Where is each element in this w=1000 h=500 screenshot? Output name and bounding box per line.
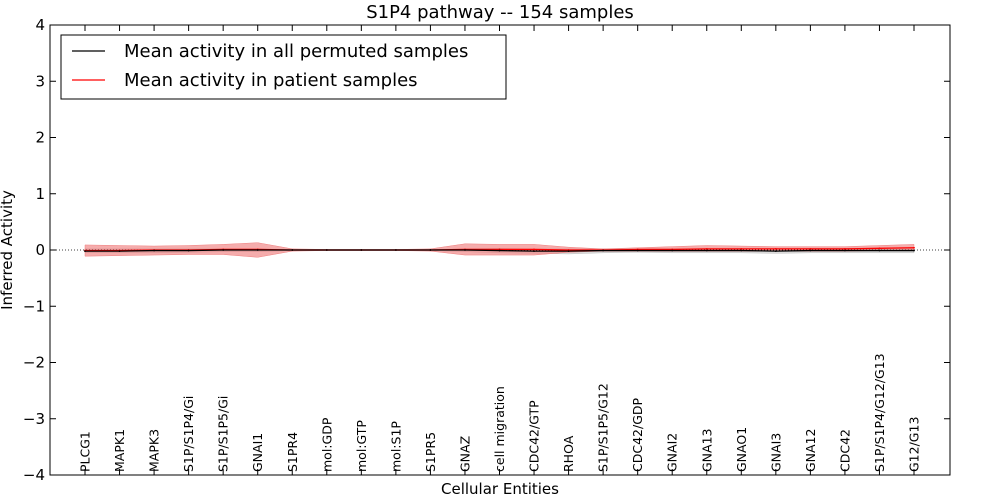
- point-permuted-8: [360, 249, 363, 251]
- y-tick-label: −2: [23, 354, 45, 372]
- point-patient-23: [878, 247, 881, 250]
- y-axis-label: Inferred Activity: [0, 190, 16, 310]
- x-axis-label: Cellular Entities: [441, 480, 559, 498]
- point-patient-24: [913, 246, 915, 249]
- category-label: S1PR5: [423, 432, 438, 472]
- y-tick-label: 2: [35, 129, 45, 147]
- point-permuted-1: [118, 250, 121, 253]
- category-label: mol:S1P: [388, 421, 403, 472]
- point-patient-19: [740, 247, 743, 250]
- category-label: cell migration: [492, 386, 507, 472]
- y-tick-label: −1: [23, 297, 45, 315]
- point-permuted-20: [774, 250, 777, 253]
- category-label: MAPK1: [112, 429, 127, 472]
- point-permuted-5: [256, 249, 259, 251]
- y-tick-label: −3: [23, 410, 45, 428]
- category-label: GNA13: [699, 429, 714, 473]
- point-permuted-10: [429, 249, 432, 251]
- point-permuted-16: [636, 249, 639, 252]
- legend-label-patient: Mean activity in patient samples: [124, 70, 418, 91]
- point-permuted-6: [291, 249, 294, 251]
- category-label: S1P/S1P5/Gi: [216, 396, 231, 472]
- point-permuted-14: [567, 250, 570, 253]
- point-permuted-13: [533, 250, 535, 253]
- category-label: S1PR4: [285, 432, 300, 472]
- point-permuted-23: [878, 249, 881, 252]
- legend-box: [60, 34, 507, 100]
- chart-title: S1P4 pathway -- 154 samples: [366, 2, 634, 23]
- category-label: mol:GTP: [354, 420, 369, 472]
- category-label: S1P/S1P4/G12/G13: [872, 353, 887, 472]
- category-label: GNAO1: [734, 427, 749, 472]
- point-permuted-17: [671, 249, 674, 252]
- series-lines: [50, 246, 950, 253]
- category-label: GNA12: [803, 429, 818, 473]
- category-label: G12/G13: [907, 417, 922, 472]
- point-permuted-18: [705, 249, 708, 252]
- category-label: GNAZ: [458, 436, 473, 472]
- point-permuted-22: [844, 249, 846, 252]
- y-axis-ticks: 4 3 2 1 0 −1 −2 −3 −4: [23, 16, 950, 484]
- category-label: mol:GDP: [319, 417, 334, 472]
- category-labels: PLCG1 MAPK1 MAPK3 S1P/S1P4/Gi S1P/S1P5/Gi GNA…: [78, 353, 922, 472]
- point-permuted-2: [153, 249, 156, 252]
- point-patient-13: [533, 248, 535, 251]
- category-label: CDC42/GTP: [527, 400, 542, 472]
- point-patient-21: [809, 247, 812, 250]
- y-tick-label: −4: [23, 466, 45, 484]
- category-label: CDC42: [837, 429, 852, 472]
- legend: Mean activity in all permuted samples Me…: [60, 34, 507, 100]
- y-tick-label: 0: [35, 241, 45, 259]
- point-permuted-21: [809, 249, 812, 252]
- y-tick-label: 1: [35, 185, 45, 203]
- point-permuted-19: [740, 249, 743, 252]
- y-tick-label: 3: [35, 72, 45, 90]
- point-permuted-11: [464, 249, 466, 251]
- category-label: PLCG1: [78, 431, 93, 472]
- point-permuted-15: [602, 249, 604, 252]
- category-label: GNAI2: [665, 433, 680, 472]
- legend-label-permuted: Mean activity in all permuted samples: [124, 41, 468, 62]
- category-label: GNAI1: [250, 433, 265, 472]
- category-label: CDC42/GDP: [630, 397, 645, 472]
- point-permuted-3: [187, 249, 190, 252]
- category-label: MAPK3: [147, 429, 162, 472]
- y-tick-label: 4: [35, 16, 45, 34]
- point-patient-18: [705, 247, 708, 250]
- point-permuted-0: [84, 250, 86, 253]
- category-label: GNAI3: [768, 433, 783, 472]
- point-patient-20: [774, 247, 777, 250]
- point-patient-22: [844, 247, 846, 250]
- category-label: RHOA: [561, 435, 576, 472]
- point-permuted-7: [325, 249, 328, 251]
- point-permuted-12: [498, 249, 501, 252]
- category-label: S1P/S1P4/Gi: [181, 396, 196, 472]
- point-permuted-4: [222, 249, 225, 251]
- point-permuted-9: [395, 249, 397, 251]
- point-permuted-24: [913, 249, 915, 252]
- category-label: S1P/S1P5/G12: [596, 383, 611, 472]
